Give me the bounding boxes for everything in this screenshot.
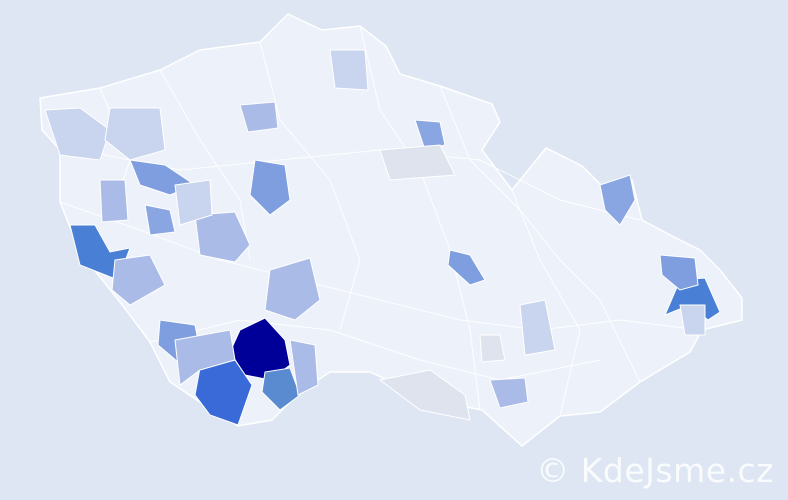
district-light-1 bbox=[194, 211, 251, 263]
district-medium-3 bbox=[249, 159, 291, 216]
district-light-8 bbox=[289, 339, 319, 396]
district-pale-4 bbox=[679, 304, 706, 336]
district-pale-2 bbox=[104, 107, 166, 161]
district-pale-1 bbox=[44, 107, 111, 161]
watermark: © KdeJsme.cz bbox=[536, 451, 774, 490]
district-pale-3 bbox=[519, 299, 556, 356]
district-pale-7 bbox=[379, 144, 456, 181]
district-pale-5 bbox=[174, 179, 213, 226]
highlighted-districts bbox=[44, 49, 721, 426]
district-medium-8 bbox=[414, 119, 446, 151]
district-pale-6 bbox=[329, 49, 369, 91]
district-light-3 bbox=[174, 329, 236, 386]
district-blue-3 bbox=[261, 367, 301, 411]
district-light-2 bbox=[264, 257, 321, 321]
district-light-7 bbox=[489, 377, 529, 409]
district-light-5 bbox=[99, 179, 129, 223]
district-medium-4 bbox=[447, 249, 486, 286]
district-light-6 bbox=[239, 101, 279, 133]
district-light-4 bbox=[111, 254, 166, 306]
district-medium-5 bbox=[659, 254, 699, 291]
district-pale-8 bbox=[378, 369, 471, 421]
district-pale-9 bbox=[479, 334, 506, 363]
district-medium-6 bbox=[599, 174, 636, 226]
district-medium-7 bbox=[144, 204, 176, 236]
